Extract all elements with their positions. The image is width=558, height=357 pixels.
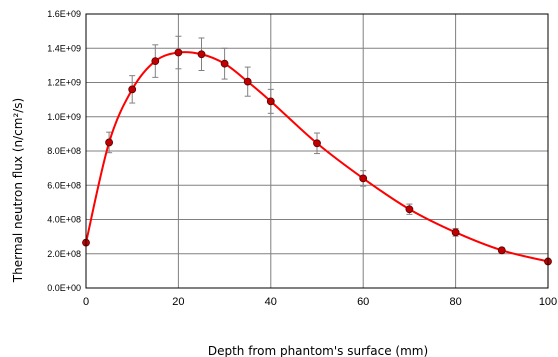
x-tick-labels: 0 20 40 60 80 100 [83,296,557,308]
y-tick-label: 8.0E+08 [47,146,81,156]
y-tick-label: 4.0E+08 [47,215,81,225]
data-point [451,228,460,237]
data-point [151,57,160,65]
data-point [497,246,506,255]
data-point [128,85,137,94]
y-tick-label: 1.6E+09 [47,9,81,19]
x-tick-label: 40 [265,296,277,308]
x-tick-label: 20 [172,296,184,308]
data-point [174,48,183,57]
x-tick-label: 60 [357,296,369,308]
data-point [197,50,206,59]
y-tick-label: 1.0E+09 [47,112,81,122]
plot-frame [85,13,549,289]
data-point [243,77,252,86]
y-axis-title: Thermal neutron flux (n/cm²/s) [11,98,25,283]
x-tick-label: 100 [539,296,557,308]
data-point [220,59,229,68]
data-point [313,139,321,148]
x-tick-label: 80 [449,296,461,308]
data-point [266,97,275,106]
y-tick-label: 2.0E+08 [47,249,81,259]
y-tick-label: 0.0E+00 [47,283,81,293]
data-point [359,174,368,183]
y-tick-label: 6.0E+08 [47,180,81,190]
y-tick-label: 1.4E+09 [47,43,81,53]
data-point [105,138,113,147]
x-axis-title: Depth from phantom's surface (mm) [208,344,428,357]
x-tick-label: 0 [83,296,89,308]
y-tick-label: 1.2E+09 [47,78,81,88]
data-point [405,205,414,214]
y-tick-labels: 0.0E+00 2.0E+08 4.0E+08 6.0E+08 8.0E+08 1.0E+… [47,9,81,293]
